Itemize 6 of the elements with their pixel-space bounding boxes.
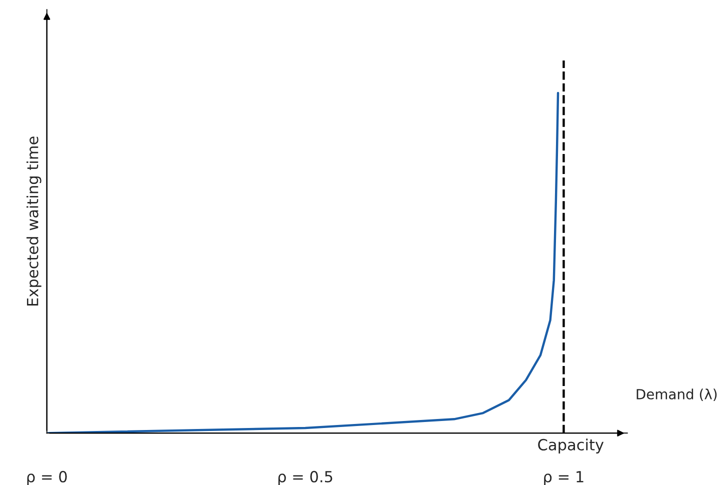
- y-axis-title: Expected waiting time: [26, 136, 42, 306]
- x-tick-label: ρ = 1: [544, 471, 584, 485]
- x-tick-label: ρ = 0.5: [278, 470, 332, 485]
- x-tick-label: ρ = 0: [27, 470, 67, 485]
- x-axis-title: Demand (λ): [636, 388, 717, 402]
- ref-line-label: Capacity: [538, 438, 604, 454]
